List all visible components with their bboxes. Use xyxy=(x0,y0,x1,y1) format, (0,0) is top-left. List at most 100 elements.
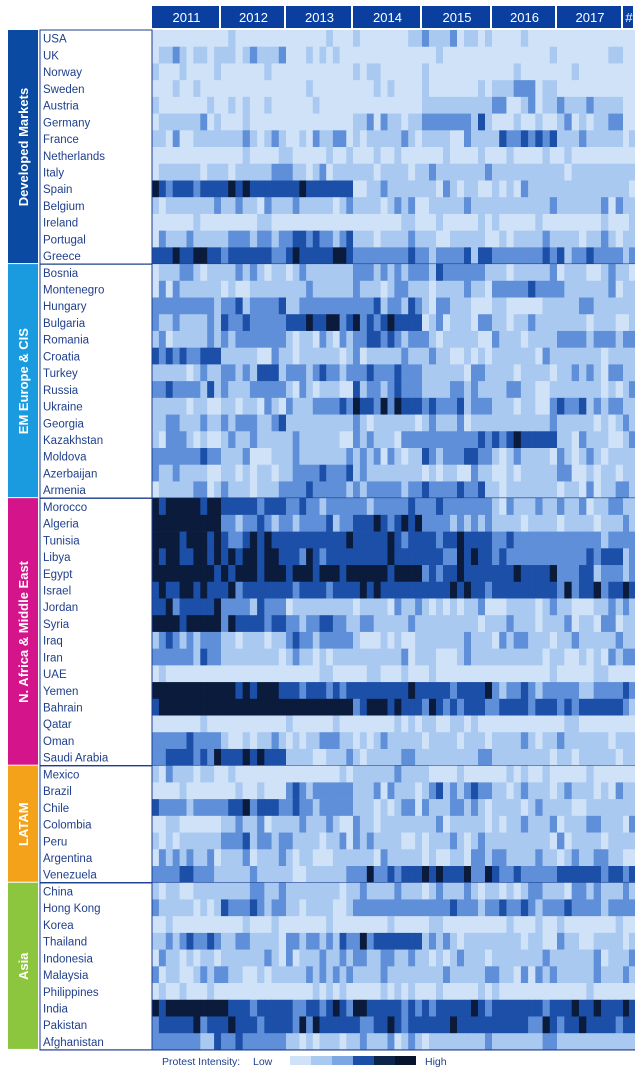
heatmap-cell-strip xyxy=(242,46,251,64)
heatmap-cell-strip xyxy=(492,815,500,833)
heatmap-cell-strip xyxy=(429,916,437,934)
heatmap-cell-strip xyxy=(278,180,287,198)
heatmap-cell xyxy=(286,715,354,733)
heatmap-cell-strip xyxy=(299,732,307,750)
heatmap-cell-strip xyxy=(415,648,423,666)
heatmap-cell-strip xyxy=(485,80,493,98)
heatmap-cell-strip xyxy=(623,96,630,114)
heatmap-cell-strip xyxy=(478,799,486,817)
heatmap-cell-strip xyxy=(478,113,486,131)
heatmap-cell-strip xyxy=(615,899,624,917)
heatmap-cell-strip xyxy=(478,213,486,231)
heatmap-cell-strip xyxy=(387,63,395,81)
heatmap-cell-strip xyxy=(359,197,368,215)
heatmap-cell xyxy=(557,414,624,432)
heatmap-cell-strip xyxy=(429,899,437,917)
heatmap-cell-strip xyxy=(193,531,201,549)
heatmap-cell-strip xyxy=(193,765,201,783)
heatmap-cell-strip xyxy=(499,197,507,215)
heatmap-cell xyxy=(492,715,558,733)
heatmap-cell-strip xyxy=(257,230,265,248)
heatmap-cell-strip xyxy=(492,548,500,566)
heatmap-cell-strip xyxy=(264,983,272,1001)
heatmap-cell-strip xyxy=(380,448,388,466)
heatmap-cell-strip xyxy=(264,414,272,432)
heatmap-cell-strip xyxy=(499,347,507,365)
heatmap-cell-strip xyxy=(464,682,472,700)
heatmap-cell-strip xyxy=(506,264,515,282)
heatmap-cell-strip xyxy=(394,882,402,900)
heatmap-cell-strip xyxy=(615,565,624,583)
heatmap-cell-strip xyxy=(499,999,507,1017)
heatmap-cell xyxy=(353,866,423,884)
heatmap-cell-strip xyxy=(373,966,381,984)
heatmap-cell-strip xyxy=(623,548,630,566)
heatmap-cell-strip xyxy=(450,498,458,516)
heatmap-cell-strip xyxy=(165,916,174,934)
heatmap-cell-strip xyxy=(228,247,236,265)
heatmap-cell-strip xyxy=(373,247,381,265)
heatmap-cell-strip xyxy=(299,782,307,800)
heatmap-cell-strip xyxy=(228,481,236,499)
region-band xyxy=(8,765,38,882)
heatmap-cell xyxy=(286,213,354,231)
heatmap-cell-strip xyxy=(450,866,458,884)
heatmap-cell xyxy=(623,548,635,566)
heatmap-cell-strip xyxy=(629,999,635,1017)
heatmap-cell-strip xyxy=(235,748,244,766)
heatmap-cell xyxy=(422,431,493,449)
heatmap-cell-strip xyxy=(593,96,602,114)
heatmap-cell xyxy=(623,314,635,332)
heatmap-cell-strip xyxy=(408,698,416,716)
heatmap-cell-strip xyxy=(513,966,522,984)
heatmap-cell-strip xyxy=(152,397,160,415)
heatmap-cell-strip xyxy=(506,732,515,750)
heatmap-cell-strip xyxy=(436,598,444,616)
heatmap-cell-strip xyxy=(492,983,500,1001)
heatmap-cell xyxy=(353,280,423,298)
heatmap-cell xyxy=(286,866,354,884)
heatmap-cell-strip xyxy=(319,1016,327,1034)
heatmap-cell-strip xyxy=(152,581,160,599)
heatmap-cell-strip xyxy=(353,80,361,98)
heatmap-cell-strip xyxy=(228,130,236,148)
heatmap-cell-strip xyxy=(158,949,167,967)
heatmap-cell-strip xyxy=(623,46,630,64)
heatmap-cell-strip xyxy=(586,30,595,48)
heatmap-cell xyxy=(623,765,635,783)
heatmap-cell-strip xyxy=(535,481,543,499)
heatmap-cell-strip xyxy=(228,648,236,666)
heatmap-cell-strip xyxy=(292,46,300,64)
heatmap-cell xyxy=(353,531,423,549)
legend-swatch xyxy=(290,1056,311,1065)
heatmap-cell-strip xyxy=(528,414,536,432)
heatmap-cell-strip xyxy=(292,698,300,716)
heatmap-cell-strip xyxy=(443,247,451,265)
heatmap-cell xyxy=(152,448,222,466)
heatmap-cell-strip xyxy=(339,815,347,833)
heatmap-cell-strip xyxy=(373,230,381,248)
heatmap-cell-strip xyxy=(401,113,409,131)
heatmap-cell-strip xyxy=(286,682,294,700)
heatmap-cell-strip xyxy=(579,732,587,750)
heatmap-cell-strip xyxy=(366,732,375,750)
heatmap-cell-strip xyxy=(257,481,265,499)
heatmap-cell xyxy=(557,548,624,566)
heatmap-cell xyxy=(422,230,493,248)
heatmap-cell-strip xyxy=(278,782,287,800)
heatmap-cell-strip xyxy=(443,648,451,666)
heatmap-cell-strip xyxy=(359,832,368,850)
heatmap-cell-strip xyxy=(380,347,388,365)
heatmap-cell-strip xyxy=(326,949,334,967)
heatmap-cell xyxy=(353,297,423,315)
heatmap-cell-strip xyxy=(506,565,515,583)
heatmap-cell-strip xyxy=(271,213,280,231)
heatmap-cell-strip xyxy=(249,1033,258,1051)
heatmap-cell-strip xyxy=(200,213,208,231)
heatmap-cell-strip xyxy=(586,414,595,432)
heatmap-cell xyxy=(422,80,493,98)
heatmap-cell-strip xyxy=(499,297,507,315)
heatmap-cell-strip xyxy=(286,615,294,633)
heatmap-cell-strip xyxy=(457,531,465,549)
heatmap-cell-strip xyxy=(623,163,630,181)
